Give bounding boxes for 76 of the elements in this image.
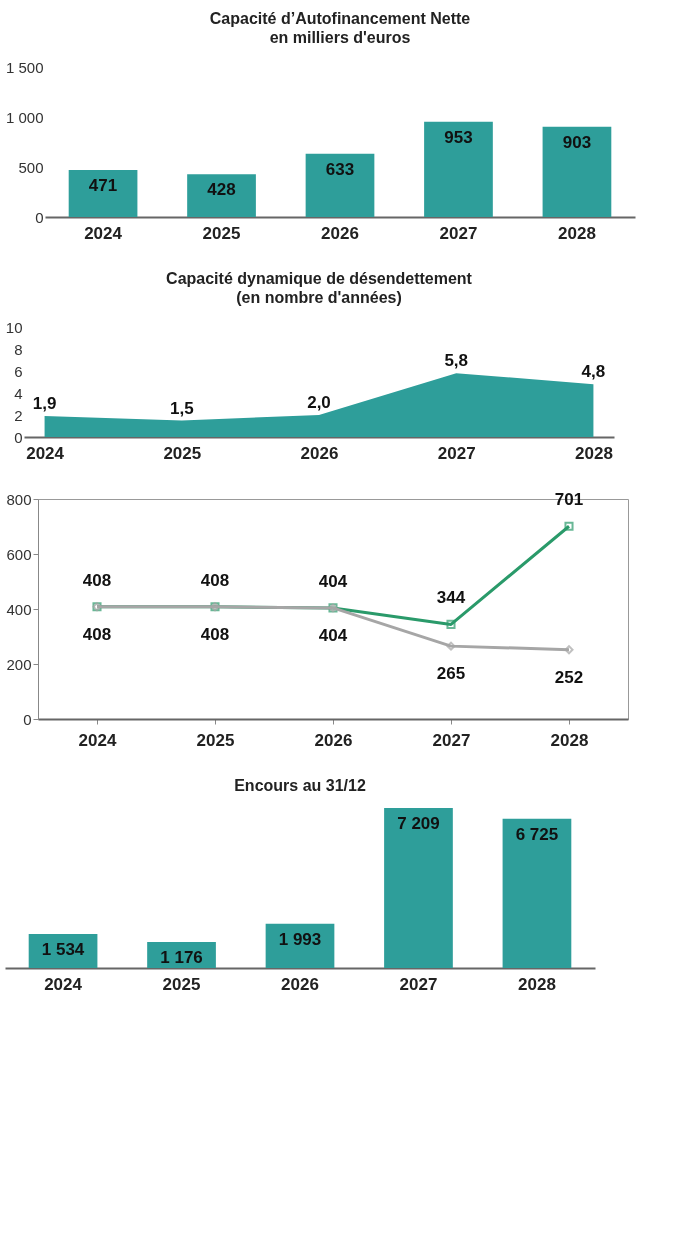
bar xyxy=(187,174,256,217)
data-label: 344 xyxy=(436,588,466,608)
chart-subtitle: (en nombre d'années) xyxy=(236,289,402,306)
data-label: 953 xyxy=(444,127,473,147)
x-tick-label: 2027 xyxy=(437,443,476,463)
y-tick-label: 2 xyxy=(14,406,23,424)
data-label: 903 xyxy=(562,132,592,152)
data-label: 5,8 xyxy=(444,351,469,371)
data-label: 1 176 xyxy=(160,947,203,967)
data-label: 404 xyxy=(318,625,348,645)
y-tick-label: 8 xyxy=(14,340,23,358)
data-label: 428 xyxy=(207,180,236,200)
data-label: 404 xyxy=(318,571,348,591)
x-tick-label: 2025 xyxy=(163,443,202,463)
point xyxy=(446,641,456,651)
x-tick-label: 2026 xyxy=(281,974,319,994)
x-tick-label: 2027 xyxy=(399,974,438,994)
point xyxy=(564,645,574,655)
bar xyxy=(305,153,375,217)
chart-title: Capacité dynamique de désendettement xyxy=(166,270,473,287)
y-tick-label: 0 xyxy=(35,208,44,226)
bar xyxy=(502,818,572,968)
data-label: 265 xyxy=(436,664,466,684)
x-tick-label: 2028 xyxy=(518,974,556,994)
y-tick-label: 200 xyxy=(6,655,32,673)
x-tick-label: 2027 xyxy=(439,223,478,243)
data-label: 4,8 xyxy=(581,362,606,382)
data-label: 1 993 xyxy=(278,929,322,949)
x-tick-label: 2027 xyxy=(432,730,471,750)
data-label: 408 xyxy=(82,570,112,590)
bar xyxy=(68,169,138,217)
y-tick-label: 1 000 xyxy=(5,108,44,126)
bar xyxy=(384,808,453,968)
x-tick-label: 2024 xyxy=(44,974,83,994)
bar xyxy=(542,126,612,217)
data-label: 2,0 xyxy=(307,393,331,412)
chart-title: Capacité d’Autofinancement Nette xyxy=(209,10,471,27)
y-tick-label: 800 xyxy=(6,490,32,508)
data-label: 633 xyxy=(325,159,355,179)
data-label: 6 725 xyxy=(515,824,559,844)
point xyxy=(564,521,574,531)
x-tick-label: 2024 xyxy=(26,443,65,463)
point xyxy=(446,619,456,629)
chart-title: Encours au 31/12 xyxy=(234,777,366,794)
x-tick-label: 2026 xyxy=(321,223,359,243)
x-tick-label: 2024 xyxy=(78,730,117,750)
y-tick-label: 4 xyxy=(14,384,23,402)
y-tick-label: 500 xyxy=(18,158,44,176)
y-tick-label: 400 xyxy=(6,600,32,618)
data-label: 408 xyxy=(200,624,230,644)
x-tick-label: 2026 xyxy=(300,443,339,463)
data-label: 471 xyxy=(88,175,118,195)
x-tick-label: 2026 xyxy=(314,730,353,750)
data-label: 7 209 xyxy=(397,814,440,833)
data-label: 1,9 xyxy=(32,394,57,414)
x-tick-label: 2024 xyxy=(84,223,123,243)
data-label: 701 xyxy=(554,490,584,510)
x-tick-label: 2025 xyxy=(196,730,235,750)
data-label: 408 xyxy=(82,624,112,644)
data-label: 1,5 xyxy=(169,398,194,418)
x-tick-label: 2025 xyxy=(202,223,241,243)
bar xyxy=(424,121,493,217)
y-tick-label: 1 500 xyxy=(5,58,44,76)
x-tick-label: 2028 xyxy=(558,223,596,243)
y-tick-label: 6 xyxy=(14,362,23,380)
y-tick-label: 0 xyxy=(23,710,32,728)
data-label: 408 xyxy=(200,570,230,590)
chart-subtitle: en milliers d'euros xyxy=(269,29,411,46)
y-tick-label: 600 xyxy=(6,545,32,563)
y-tick-label: 0 xyxy=(14,428,23,446)
x-tick-label: 2028 xyxy=(575,443,613,463)
data-label: 1 534 xyxy=(41,939,85,959)
x-tick-label: 2025 xyxy=(162,974,201,994)
x-tick-label: 2028 xyxy=(550,730,589,750)
y-tick-label: 10 xyxy=(5,318,23,336)
data-label: 252 xyxy=(554,667,584,687)
